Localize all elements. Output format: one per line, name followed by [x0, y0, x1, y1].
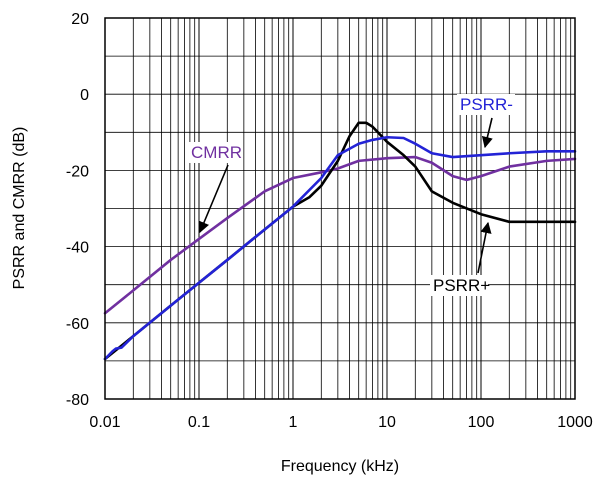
annotation-label-psrr-minus: PSRR- — [460, 95, 513, 114]
x-tick-label: 0.01 — [89, 414, 120, 431]
annotation-background — [430, 275, 488, 296]
y-tick-label: 20 — [71, 11, 89, 28]
annotation-background — [188, 142, 236, 163]
annotation-label-cmrr: CMRR — [191, 143, 242, 162]
series-line-cmrr — [103, 155, 577, 315]
y-tick-label: -40 — [66, 240, 89, 257]
annotation-arrow-psrr-minus — [481, 117, 493, 149]
annotation-layer: PSRR- CMRR PSRR+ — [188, 94, 515, 296]
annotation-arrow-psrr-plus — [477, 221, 492, 274]
x-tick-label: 0.1 — [188, 414, 210, 431]
y-tick-label: -20 — [66, 163, 89, 180]
x-tick-label: 10 — [378, 414, 396, 431]
y-axis-label: PSRR and CMRR (dB) — [11, 127, 28, 290]
grid — [105, 18, 575, 399]
series-layer — [103, 121, 577, 361]
x-tick-label: 1 — [289, 414, 298, 431]
x-tick-label: 1000 — [557, 414, 593, 431]
annotation-label-psrr-plus: PSRR+ — [433, 276, 490, 295]
tick-labels: 0.01 0.1 1 10 100 1000 -80 -60 -40 -20 0 20 — [66, 11, 593, 431]
y-tick-label: 0 — [80, 87, 89, 104]
series-line-psrr- — [103, 135, 577, 361]
x-axis-label: Frequency (kHz) — [281, 458, 399, 475]
x-tick-label: 100 — [468, 414, 495, 431]
plot-frame — [104, 17, 576, 400]
y-tick-label: -80 — [66, 392, 89, 409]
annotation-arrow-cmrr — [198, 164, 229, 234]
series-line-psrr- — [103, 121, 577, 361]
annotation-background — [457, 94, 515, 115]
y-tick-label: -60 — [66, 316, 89, 333]
